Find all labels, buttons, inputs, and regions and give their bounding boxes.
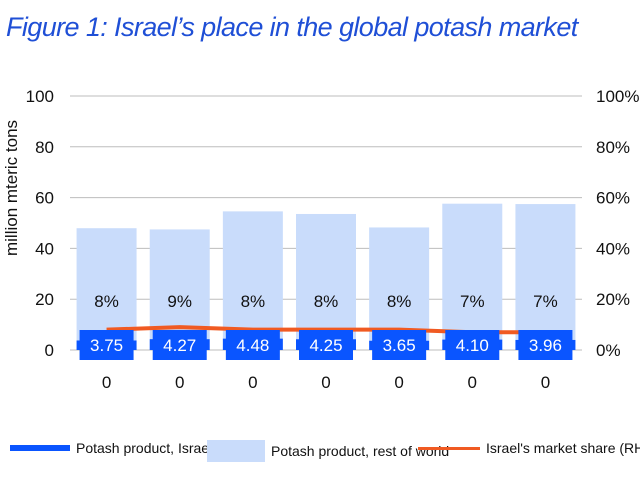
data-label-box-israel [299,330,353,360]
legend-label-market-share: Israel's market share (RHS) [486,440,640,456]
y-tick-label-left: 80 [35,138,54,157]
y-tick-label-left: 100 [26,87,54,106]
bar-rest-of-world [296,213,356,340]
data-label-box-israel [79,330,134,360]
y-tick-label-right: 40% [596,239,630,258]
y-tick-label-left: 60 [35,189,54,208]
data-label-market-share: 8% [241,292,266,311]
legend-swatch-israel [10,445,70,451]
x-tick-label: 0 [102,373,111,392]
bar-rest-of-world [369,227,430,341]
data-label-israel: 3.65 [383,336,416,355]
y-tick-label-right: 0% [596,341,621,360]
data-label-market-share: 8% [314,292,339,311]
data-label-box-israel [225,330,280,360]
data-label-market-share: 7% [460,292,485,311]
bar-rest-of-world [515,204,576,340]
legend-label-rest-of-world: Potash product, rest of world [271,443,450,459]
bar-rest-of-world [76,228,137,341]
x-tick-label: 0 [468,373,477,392]
data-label-israel: 4.25 [309,336,342,355]
legend: Potash product, Israel Potash product, r… [0,440,640,464]
x-tick-label: 0 [394,373,403,392]
data-label-market-share: 8% [387,292,412,311]
y-tick-label-right: 60% [596,189,630,208]
legend-swatch-rest-of-world [207,440,265,462]
chart-canvas: 0 20 40 60 80 100 0% 20% 40% 60% 80% 100% million mt… [2,87,639,392]
legend-item-israel: Potash product, Israel [10,440,212,456]
legend-label-israel: Potash product, Israel [76,440,213,456]
x-tick-label: 0 [321,373,330,392]
data-label-israel: 3.75 [90,336,123,355]
y-tick-label-left: 20 [35,290,54,309]
y-tick-label-right: 100% [596,87,639,106]
y-axis-label: million mteric tons [2,120,21,256]
data-label-israel: 4.27 [163,336,196,355]
bar-rest-of-world [442,203,503,340]
data-label-israel: 3.96 [529,336,562,355]
data-label-israel: 4.48 [236,336,269,355]
data-label-market-share: 9% [167,292,192,311]
data-label-box-israel [445,330,500,360]
data-label-box-israel [518,330,573,360]
legend-swatch-market-share [418,446,480,450]
legend-item-rest-of-world: Potash product, rest of world [207,440,449,462]
y-tick-label-left: 0 [45,341,54,360]
data-label-israel: 4.10 [456,336,489,355]
data-label-box-israel [152,330,207,360]
data-label-box-israel [372,330,427,360]
x-tick-label: 0 [248,373,257,392]
bar-rest-of-world [149,229,210,340]
data-label-market-share: 8% [94,292,119,311]
y-tick-label-right: 80% [596,138,630,157]
legend-item-market-share: Israel's market share (RHS) [418,440,640,456]
y-tick-label-right: 20% [596,290,630,309]
x-tick-label: 0 [175,373,184,392]
data-label-market-share: 7% [533,292,558,311]
x-tick-label: 0 [541,373,550,392]
bar-rest-of-world [222,211,283,339]
y-tick-label-left: 40 [35,239,54,258]
chart-title: Figure 1: Israel’s place in the global p… [6,12,578,42]
